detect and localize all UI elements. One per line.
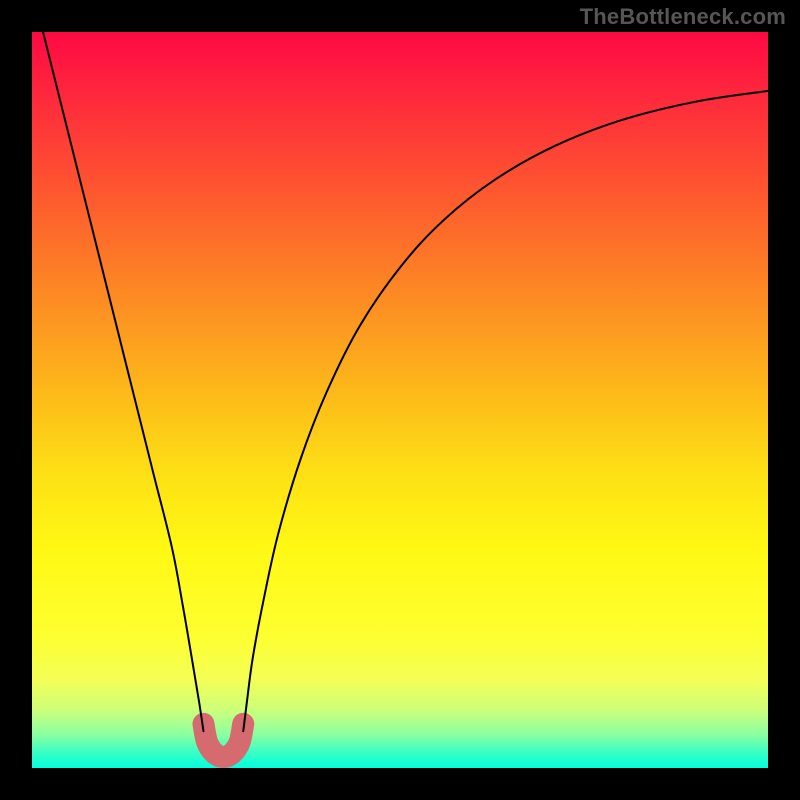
trough-highlight (203, 724, 243, 757)
bottleneck-curve (32, 32, 768, 768)
watermark-text: TheBottleneck.com (580, 4, 786, 30)
canvas: TheBottleneck.com (0, 0, 800, 800)
curve-right-branch (243, 91, 768, 731)
curve-left-branch (43, 32, 203, 731)
plot-area (32, 32, 768, 768)
